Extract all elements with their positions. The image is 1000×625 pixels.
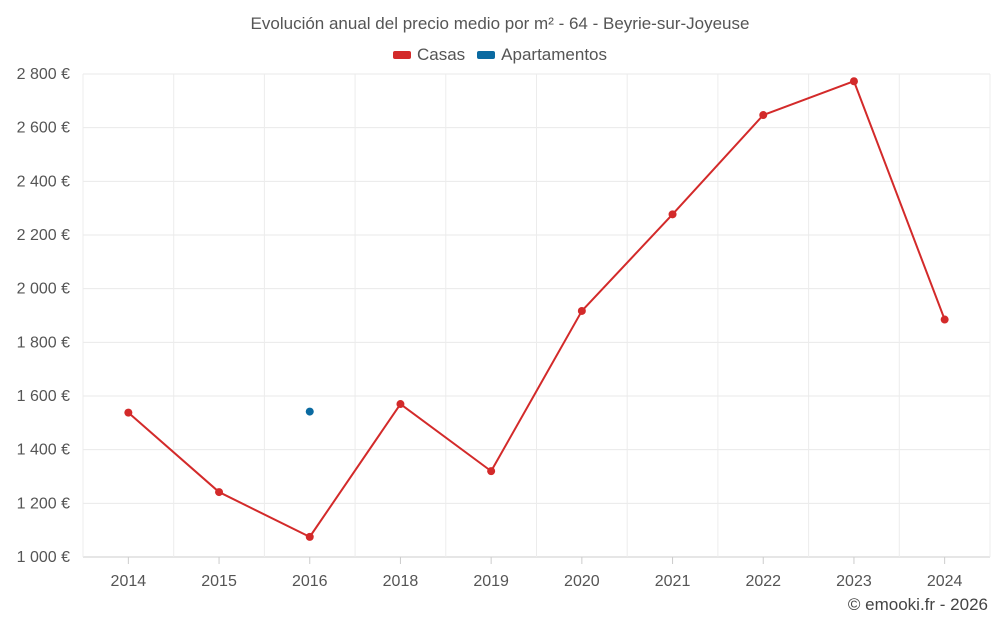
legend-label-casas: Casas [416,45,466,64]
y-tick-label: 1 000 € [17,549,70,566]
y-tick-label: 1 400 € [17,442,70,459]
x-tick-label: 2020 [564,573,600,590]
x-axis-ticks: 2014 2015 2016 2018 2019 2020 2021 2022 2023 2024 [111,557,963,590]
data-point-casas[interactable] [124,408,133,417]
legend-swatch-casas [392,51,411,59]
y-tick-label: 1 600 € [17,388,70,405]
data-point-casas[interactable] [849,77,858,86]
x-tick-label: 2019 [473,573,509,590]
x-tick-label: 2021 [655,573,691,590]
x-tick-label: 2014 [111,573,147,590]
series-line-casas [127,80,946,538]
data-point-apartamentos[interactable] [305,407,314,416]
y-tick-label: 2 000 € [17,281,70,298]
y-tick-label: 2 600 € [17,120,70,137]
y-tick-label: 2 800 € [17,66,70,83]
x-tick-label: 2016 [292,573,328,590]
data-point-casas[interactable] [668,210,677,219]
data-point-casas[interactable] [305,532,314,541]
y-tick-label: 1 800 € [17,334,70,351]
x-tick-label: 2022 [745,573,781,590]
series-points [124,77,949,541]
legend-item-casas[interactable]: Casas [392,45,466,65]
y-tick-label: 2 200 € [17,227,70,244]
x-tick-label: 2018 [383,573,419,590]
series-lines [127,80,946,538]
credit-text: © emooki.fr - 2026 [847,595,988,614]
data-point-casas[interactable] [215,488,224,497]
data-point-casas[interactable] [577,306,586,315]
data-point-casas[interactable] [487,467,496,476]
y-axis-ticks: 1 000 € 1 200 € 1 400 € 1 600 € 1 800 € 2 000… [17,66,70,566]
grid-lines [82,73,991,558]
data-point-casas[interactable] [759,111,768,120]
chart-title: Evolución anual del precio medio por m² … [250,14,750,33]
x-tick-label: 2015 [201,573,237,590]
legend-swatch-apartamentos [477,51,496,59]
legend-item-apartamentos[interactable]: Apartamentos [477,45,607,65]
data-point-casas[interactable] [940,315,949,324]
chart-legend: Casas Apartamentos [0,45,1000,65]
y-tick-label: 1 200 € [17,495,70,512]
x-tick-label: 2023 [836,573,872,590]
legend-label-apartamentos: Apartamentos [501,45,608,64]
y-tick-label: 2 400 € [17,173,70,190]
x-tick-label: 2024 [927,573,963,590]
data-point-casas[interactable] [396,400,405,409]
